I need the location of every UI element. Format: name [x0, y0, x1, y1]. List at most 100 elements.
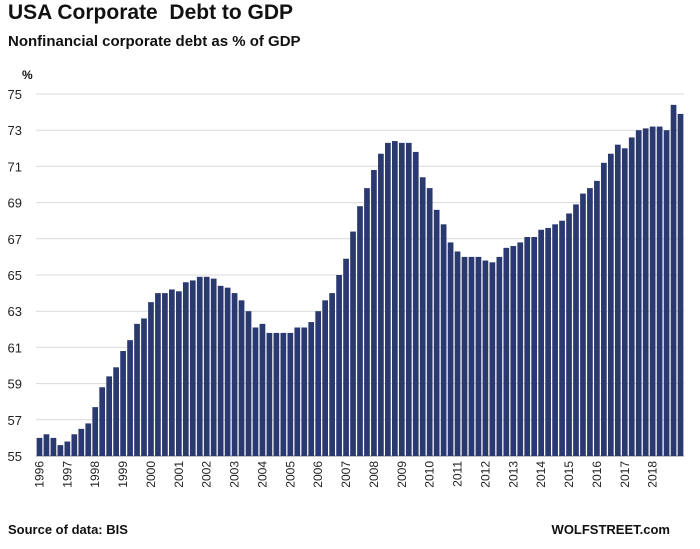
- bar: [189, 280, 196, 456]
- bar: [649, 126, 656, 456]
- x-tick-label: 2003: [228, 461, 242, 488]
- bar: [531, 236, 538, 456]
- y-tick-label: 55: [8, 449, 22, 464]
- bar: [127, 340, 133, 456]
- x-tick-label: 2016: [590, 461, 604, 488]
- bar: [287, 332, 294, 456]
- bar: [57, 445, 64, 456]
- bar: [670, 104, 677, 457]
- bar: [92, 407, 99, 456]
- x-tick-label: 1997: [60, 461, 74, 488]
- x-tick-label: 2009: [395, 461, 409, 488]
- bar: [280, 332, 287, 456]
- x-tick-label: 2004: [255, 461, 269, 488]
- bar: [169, 289, 175, 456]
- bar: [329, 293, 335, 456]
- chart-subtitle: Nonfinancial corporate debt as % of GDP: [8, 33, 301, 50]
- x-tick-label: 2017: [618, 461, 632, 488]
- bar: [489, 262, 496, 456]
- bar: [294, 327, 301, 456]
- x-tick-label: 2007: [339, 461, 353, 488]
- y-tick-label: 69: [8, 196, 22, 211]
- bar: [141, 318, 147, 456]
- bar: [343, 258, 349, 456]
- bar: [273, 332, 280, 456]
- bar: [419, 177, 426, 456]
- bar: [391, 141, 398, 456]
- chart-title: USA Corporate Debt to GDP: [8, 1, 294, 24]
- bar: [475, 256, 482, 456]
- bar: [217, 285, 224, 456]
- bar: [628, 137, 635, 456]
- bar: [99, 387, 106, 456]
- y-tick-label: 59: [8, 377, 22, 392]
- bar: [182, 282, 189, 456]
- x-tick-label: 1996: [32, 461, 46, 488]
- bar: [447, 242, 454, 456]
- bar: [656, 126, 663, 456]
- bar: [162, 293, 168, 456]
- x-tick-label: 2001: [172, 461, 186, 488]
- bar: [308, 322, 315, 456]
- bar: [155, 293, 161, 456]
- y-tick-label: 67: [8, 232, 22, 247]
- bar: [398, 142, 405, 456]
- bar: [440, 224, 447, 456]
- bar: [559, 220, 565, 456]
- source-note: Source of data: BIS: [8, 522, 128, 537]
- bar: [385, 142, 391, 456]
- y-axis-ticks: 55 57 59 61 63 65 67 69 71 73 75: [8, 87, 22, 464]
- bar: [461, 256, 468, 456]
- bar: [580, 193, 586, 457]
- bar: [175, 291, 182, 456]
- y-axis-unit-label: %: [22, 68, 33, 82]
- bar: [454, 251, 461, 456]
- bar: [405, 142, 412, 456]
- x-tick-label: 2013: [506, 461, 520, 488]
- bar: [364, 188, 370, 456]
- bar: [120, 351, 126, 456]
- bar: [607, 153, 614, 457]
- bar: [196, 276, 203, 456]
- bar: [677, 113, 684, 456]
- bar: [78, 428, 85, 456]
- bar: [545, 227, 551, 456]
- x-tick-label: 2005: [283, 461, 297, 488]
- x-axis-ticks: 1996 1997 1998 1999 2000 2001 2002 2003 2004 2005…: [32, 461, 659, 488]
- bar: [426, 188, 433, 456]
- bar: [301, 327, 308, 456]
- x-tick-label: 2006: [311, 461, 325, 488]
- bar: [36, 437, 43, 456]
- y-tick-label: 71: [8, 159, 22, 174]
- bar: [496, 256, 503, 456]
- bar: [203, 276, 210, 456]
- bar: [252, 327, 259, 456]
- bar: [594, 180, 600, 456]
- bar: [322, 300, 329, 456]
- bar: [71, 434, 78, 456]
- bar: [336, 275, 342, 456]
- bar: [614, 144, 621, 456]
- bar: [642, 128, 649, 456]
- bar: [210, 278, 217, 456]
- bar: [266, 332, 273, 456]
- bar: [134, 323, 140, 456]
- bar: [635, 130, 642, 456]
- x-tick-label: 2014: [534, 461, 548, 488]
- bar: [85, 423, 92, 456]
- bar: [524, 236, 531, 456]
- bar: [482, 260, 489, 456]
- bar: [357, 206, 363, 456]
- y-tick-label: 73: [8, 123, 22, 138]
- y-tick-label: 65: [8, 268, 22, 283]
- bar: [371, 170, 377, 456]
- bar: [224, 287, 231, 456]
- x-tick-label: 2000: [144, 461, 158, 488]
- x-tick-label: 1999: [116, 461, 130, 488]
- bar: [412, 151, 419, 457]
- bar: [259, 323, 266, 456]
- y-tick-label: 75: [8, 87, 22, 102]
- bar: [517, 242, 524, 456]
- bar: [503, 247, 510, 456]
